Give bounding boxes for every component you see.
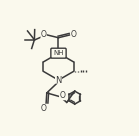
Text: NH: NH bbox=[53, 50, 64, 56]
FancyBboxPatch shape bbox=[51, 48, 66, 58]
Text: O: O bbox=[41, 30, 47, 39]
FancyBboxPatch shape bbox=[55, 77, 62, 84]
Text: N: N bbox=[55, 76, 62, 85]
Text: O: O bbox=[71, 30, 76, 39]
Text: O: O bbox=[59, 91, 65, 100]
Text: O: O bbox=[41, 104, 47, 113]
